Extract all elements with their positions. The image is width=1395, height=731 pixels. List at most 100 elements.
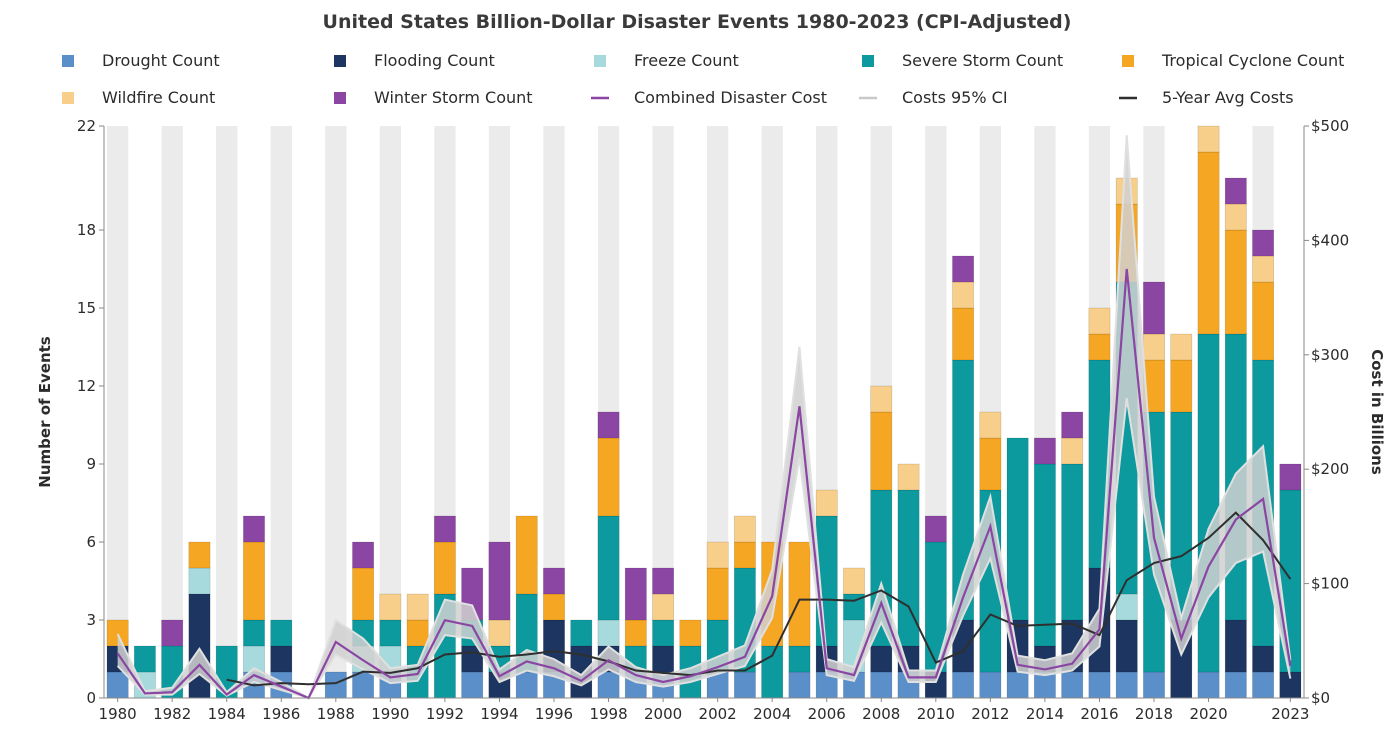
legend-swatch: [62, 92, 74, 104]
bar-segment: [1033, 463, 1056, 647]
bar-segment: [1170, 359, 1193, 413]
x-tick-label: 2002: [699, 705, 737, 723]
x-tick-label: 2023: [1271, 705, 1309, 723]
bar-segment: [1115, 671, 1138, 699]
bar-segment: [979, 671, 1002, 699]
bar-segment: [1143, 671, 1165, 699]
x-tick-label: 1986: [262, 705, 300, 723]
bar-segment: [1224, 671, 1247, 699]
x-tick-label: 2010: [917, 705, 955, 723]
x-tick-label: 1984: [208, 705, 246, 723]
bar-segment: [1279, 463, 1302, 491]
legend-label: Freeze Count: [634, 51, 739, 70]
bar-segment: [952, 307, 975, 361]
bar-segment: [1061, 463, 1084, 621]
y2-axis-title: Cost in Billions: [1368, 349, 1386, 475]
bar-segment: [706, 541, 729, 569]
combined-cost-line: [116, 268, 1292, 700]
avg-cost-line: [226, 511, 1292, 687]
bar-segment: [1252, 671, 1275, 699]
legend-label: Drought Count: [102, 51, 220, 70]
bar-segment: [624, 567, 647, 621]
legend-label: Winter Storm Count: [374, 88, 533, 107]
bar-segment: [815, 489, 838, 517]
bar-segment: [379, 593, 402, 621]
bar-segment: [1006, 671, 1029, 699]
x-tick-label: 1998: [589, 705, 627, 723]
x-tick-label: 2000: [644, 705, 682, 723]
bar-segment: [1088, 333, 1111, 361]
y2-tick-label: $400: [1311, 231, 1349, 249]
bar-segment: [897, 463, 920, 491]
year-band: [216, 126, 238, 698]
bar-segment: [433, 515, 456, 543]
legend-label: Wildfire Count: [102, 88, 215, 107]
bar-segment: [1224, 619, 1247, 673]
y-tick-label: 18: [77, 221, 96, 239]
x-tick-label: 1994: [480, 705, 518, 723]
y-axis-title: Number of Events: [36, 336, 54, 487]
bar-segment: [597, 619, 620, 647]
bar-segment: [1088, 307, 1111, 335]
x-tick-label: 2004: [753, 705, 791, 723]
bar-segment: [788, 671, 811, 699]
year-band: [543, 126, 565, 698]
bar-segment: [788, 645, 811, 673]
bar-segment: [979, 437, 1002, 491]
bar-segment: [1252, 281, 1275, 361]
bar-segment: [624, 619, 647, 647]
bar-segment: [870, 411, 893, 491]
bar-segment: [1252, 645, 1275, 673]
y-tick-label: 12: [77, 377, 96, 395]
legend-swatch: [334, 55, 346, 67]
bar-segment: [488, 619, 511, 647]
bar-segment: [597, 671, 620, 699]
y2-tick-label: $200: [1311, 460, 1349, 478]
legend-label: 5-Year Avg Costs: [1162, 88, 1294, 107]
legend-label: Flooding Count: [374, 51, 495, 70]
bar-segment: [379, 619, 402, 647]
bar-segment: [488, 541, 511, 621]
bar-segment: [161, 619, 184, 647]
bar-segment: [1252, 255, 1275, 283]
year-band: [325, 126, 347, 698]
bar-segment: [1170, 333, 1193, 361]
bar-segment: [543, 593, 565, 621]
legend-swatch: [594, 55, 606, 67]
bar-segment: [979, 411, 1002, 439]
year-band: [161, 126, 183, 698]
bar-segment: [679, 619, 702, 647]
y-tick-label: 6: [86, 533, 96, 551]
bar-segment: [1224, 177, 1247, 205]
bar-segment: [1061, 437, 1084, 465]
bar-segment: [1143, 333, 1165, 361]
y-tick-label: 0: [86, 689, 96, 707]
bar-segment: [870, 671, 893, 699]
x-tick-label: 1982: [153, 705, 191, 723]
bar-segment: [324, 671, 347, 699]
bar-segment: [243, 619, 265, 647]
x-tick-label: 2016: [1080, 705, 1118, 723]
bar-segment: [1224, 229, 1247, 335]
bar-segment: [243, 515, 265, 543]
axes: 0 3 6 9 12 15 18 22 $0 $100 $200 $300 $400 $500 1980 19…: [77, 117, 1349, 723]
bar-segment: [1143, 281, 1165, 335]
x-tick-label: 2006: [808, 705, 846, 723]
bar-segment: [106, 671, 129, 699]
bar-segment: [652, 593, 675, 621]
bar-segment: [270, 619, 293, 647]
legend-swatch: [1122, 55, 1134, 67]
legend-label: Severe Storm Count: [902, 51, 1063, 70]
bar-segment: [733, 515, 756, 543]
bar-segment: [1033, 437, 1056, 465]
bar-segment: [270, 645, 293, 673]
bar-segment: [188, 541, 211, 569]
bar-segment: [924, 515, 947, 543]
ci-layer: [117, 135, 1291, 699]
bar-segment: [733, 541, 756, 569]
bar-segment: [1088, 671, 1111, 699]
x-tick-label: 1980: [99, 705, 137, 723]
bar-segment: [843, 567, 865, 595]
x-tick-label: 1988: [317, 705, 355, 723]
